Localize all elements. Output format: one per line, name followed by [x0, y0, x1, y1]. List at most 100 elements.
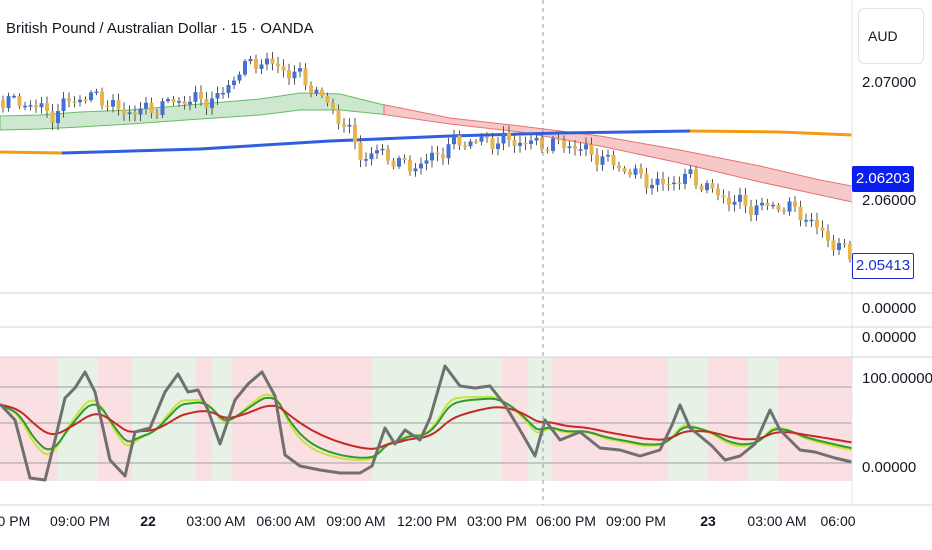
ma-band-bearish	[383, 104, 853, 203]
ma-line-segment	[61, 129, 691, 155]
candle-body	[556, 138, 561, 141]
candle-body	[545, 149, 550, 151]
candle-body	[716, 188, 720, 196]
candle-body	[430, 152, 434, 161]
candle-body	[452, 135, 456, 145]
candle-body	[760, 202, 764, 206]
time-axis-label: 03:00 PM	[467, 513, 527, 529]
candle-body	[551, 138, 555, 151]
symbol-title[interactable]: British Pound / Australian Dollar · 15 ·…	[6, 20, 314, 37]
candle-body	[441, 154, 445, 159]
candle-body	[650, 184, 654, 189]
currency-button[interactable]: AUD	[858, 8, 924, 64]
oscillator-zone	[98, 357, 132, 481]
candle-body	[474, 141, 478, 143]
candle-body	[573, 146, 577, 150]
candle-body	[309, 85, 313, 94]
candle-body	[215, 93, 220, 99]
currency-label: AUD	[868, 28, 898, 44]
candle-body	[72, 101, 77, 103]
candle-body	[78, 99, 82, 103]
candle-body	[380, 148, 385, 151]
candle-body	[540, 137, 544, 150]
candle-body	[369, 153, 374, 160]
candle-body	[589, 144, 594, 155]
candle-body	[688, 169, 693, 174]
candle-body	[523, 142, 528, 145]
oscillator-zone	[778, 357, 852, 481]
candle-body	[105, 105, 110, 108]
candle-body	[435, 152, 440, 155]
pane2-axis-label: 0.00000	[862, 329, 917, 346]
candle-body	[17, 95, 22, 107]
candle-body	[826, 230, 830, 241]
candle-body	[622, 168, 627, 172]
candle-body	[479, 136, 484, 142]
candle-body	[584, 144, 588, 150]
candle-body	[815, 219, 819, 228]
ma-line-segment	[689, 129, 853, 137]
time-axis-label: 22	[140, 513, 156, 529]
candle-body	[100, 91, 104, 106]
candle-body	[155, 113, 159, 115]
candle-body	[611, 154, 616, 166]
oscillator-zone	[420, 357, 502, 481]
candle-body	[743, 194, 748, 207]
candle-body	[727, 197, 731, 205]
candle-body	[831, 240, 836, 250]
candle-body	[419, 163, 423, 169]
candle-body	[12, 95, 16, 98]
candle-body	[254, 59, 258, 69]
candle-body	[83, 99, 88, 102]
candle-body	[336, 109, 341, 125]
candle-body	[331, 103, 335, 110]
candle-body	[199, 92, 203, 99]
candle-body	[292, 71, 297, 79]
candle-body	[732, 201, 737, 205]
candle-body	[50, 111, 55, 124]
candle-body	[89, 92, 93, 101]
candle-body	[270, 58, 275, 64]
oscillator-axis-label: 0.00000	[862, 459, 917, 476]
candle-body	[600, 156, 605, 165]
candle-body	[122, 109, 126, 115]
candle-body	[463, 145, 467, 147]
candle-body	[694, 169, 698, 186]
candle-body	[408, 159, 412, 172]
candle-body	[265, 58, 269, 65]
candle-body	[375, 150, 379, 154]
candle-body	[848, 243, 852, 260]
price-axis-label: 2.07000	[862, 74, 917, 91]
candle-body	[182, 101, 187, 105]
candle-body	[149, 102, 154, 114]
oscillator-lines	[0, 364, 853, 482]
candle-body	[303, 68, 308, 86]
candle-body	[468, 141, 473, 147]
candle-body	[358, 142, 363, 161]
candle-body	[633, 168, 638, 175]
ma-line-segment	[0, 150, 63, 155]
oscillator-axis-label: 100.00000	[862, 370, 932, 387]
candle-body	[754, 205, 759, 215]
candlestick-series	[1, 51, 852, 263]
time-axis-label: 09:00 AM	[326, 513, 386, 529]
candle-body	[661, 178, 665, 184]
candle-body	[226, 85, 231, 93]
candle-body	[67, 98, 71, 102]
candle-body	[639, 168, 643, 174]
candle-body	[793, 201, 797, 207]
candle-body	[320, 89, 324, 96]
time-axis-label: 03:00 AM	[186, 513, 246, 529]
candle-body	[655, 178, 660, 185]
candle-body	[160, 101, 165, 115]
current-price-tag: 2.06203	[852, 166, 914, 192]
candle-body	[787, 201, 792, 212]
candle-body	[710, 183, 715, 189]
candle-body	[490, 138, 495, 149]
candle-body	[193, 92, 198, 102]
candle-body	[507, 132, 511, 140]
candle-body	[644, 173, 649, 189]
candle-body	[424, 160, 429, 164]
candle-body	[776, 204, 781, 211]
